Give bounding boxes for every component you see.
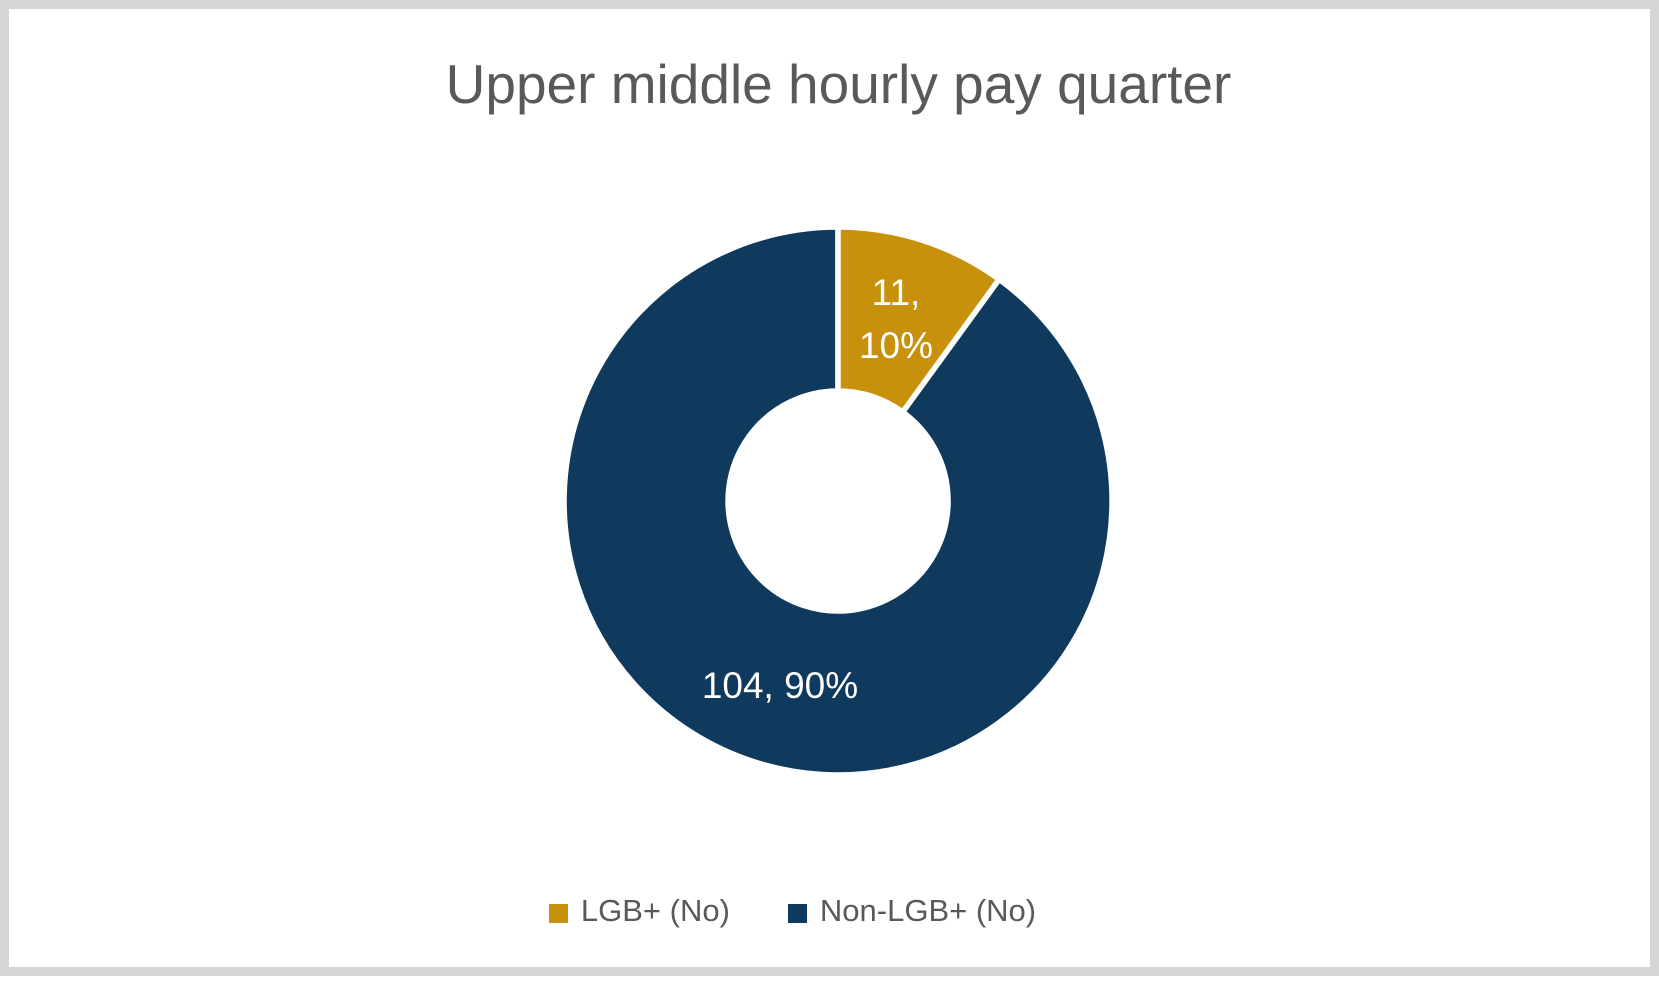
legend-item-non-lgb[interactable]: Non-LGB+ (No) (787, 893, 1037, 929)
slice-lgb-label-line1: 11, (872, 272, 921, 313)
legend-swatch-lgb (548, 903, 568, 923)
legend-item-lgb[interactable]: LGB+ (No) (548, 893, 730, 929)
doughnut-chart: 11, 10% 104, 90% (561, 224, 1115, 778)
slice-lgb[interactable] (835, 224, 1003, 416)
slice-non-lgb[interactable] (561, 224, 1115, 778)
legend-swatch-non-lgb (787, 903, 807, 923)
legend-label-non-lgb: Non-LGB+ (No) (819, 893, 1037, 928)
chart-title: Upper middle hourly pay quarter (445, 53, 1232, 115)
slice-lgb-label-line2: 10% (859, 325, 933, 366)
legend-label-lgb: LGB+ (No) (580, 893, 730, 928)
chart-legend: LGB+ (No) Non-LGB+ (No) (0, 893, 1622, 929)
slice-non-lgb-label: 104, 90% (702, 665, 858, 706)
